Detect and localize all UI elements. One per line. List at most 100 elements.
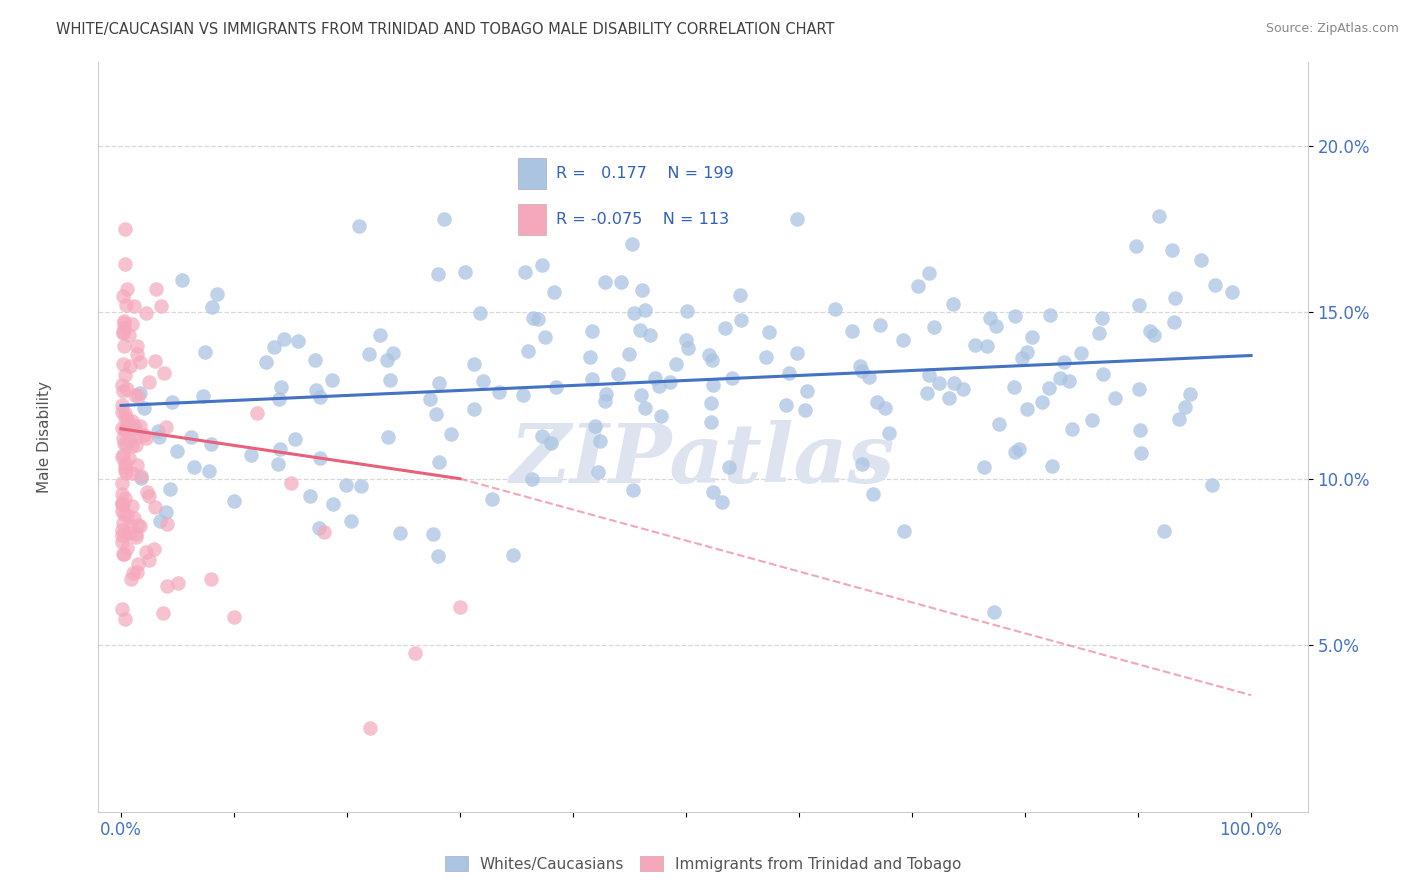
Point — [145, 282, 167, 296]
Point — [280, 476, 302, 491]
Point — [644, 371, 666, 385]
Point — [388, 525, 411, 540]
Point — [938, 391, 960, 405]
Point — [350, 478, 373, 492]
Point — [1204, 278, 1226, 293]
Point — [1015, 401, 1038, 416]
Point — [114, 411, 136, 425]
Point — [111, 431, 134, 445]
Point — [377, 430, 399, 444]
Point — [581, 371, 603, 385]
Point — [124, 388, 146, 402]
Point — [1008, 442, 1031, 457]
Point — [952, 382, 974, 396]
Point — [907, 278, 929, 293]
Point — [148, 430, 170, 444]
Point — [640, 328, 662, 343]
Point — [114, 491, 136, 506]
Point — [127, 558, 149, 572]
Point — [124, 430, 146, 444]
Point — [111, 601, 134, 615]
Point — [114, 456, 136, 470]
Point — [1143, 327, 1166, 342]
Point — [111, 421, 134, 435]
Point — [634, 303, 657, 318]
Point — [111, 487, 134, 501]
Point — [201, 300, 224, 314]
Point — [796, 384, 818, 399]
Point — [427, 267, 450, 281]
Point — [112, 321, 135, 335]
Point — [984, 318, 1007, 333]
Point — [606, 367, 628, 381]
Text: Source: ZipAtlas.com: Source: ZipAtlas.com — [1265, 22, 1399, 36]
Point — [1060, 422, 1083, 436]
Point — [200, 437, 222, 451]
Point — [849, 359, 872, 374]
Text: WHITE/CAUCASIAN VS IMMIGRANTS FROM TRINIDAD AND TOBAGO MALE DISABILITY CORRELATI: WHITE/CAUCASIAN VS IMMIGRANTS FROM TRINI… — [56, 22, 835, 37]
Point — [1161, 243, 1184, 257]
Point — [308, 390, 330, 404]
Point — [357, 347, 380, 361]
Point — [138, 553, 160, 567]
Point — [115, 282, 138, 296]
Point — [125, 438, 148, 452]
Point — [778, 366, 800, 380]
Point — [520, 472, 543, 486]
Point — [976, 338, 998, 352]
Point — [112, 339, 135, 353]
Point — [127, 347, 149, 361]
Point — [112, 547, 135, 561]
Point — [915, 386, 938, 401]
Point — [583, 419, 606, 434]
Point — [422, 527, 444, 541]
Point — [110, 535, 132, 549]
Point — [472, 374, 495, 388]
Point — [155, 505, 177, 519]
Point — [1167, 411, 1189, 425]
Point — [370, 327, 392, 342]
Point — [143, 541, 166, 556]
Point — [676, 341, 699, 355]
Point — [419, 392, 441, 406]
Point — [593, 393, 616, 408]
Point — [115, 382, 138, 396]
Point — [121, 439, 143, 453]
Point — [526, 312, 548, 326]
Point — [120, 572, 142, 586]
Point — [112, 448, 135, 462]
Point — [730, 312, 752, 326]
Point — [628, 322, 651, 336]
Point — [623, 306, 645, 320]
Point — [824, 302, 846, 317]
Point — [125, 530, 148, 544]
Point — [1080, 413, 1102, 427]
Point — [522, 310, 544, 325]
FancyBboxPatch shape — [517, 204, 547, 235]
Point — [1128, 298, 1150, 312]
Point — [335, 478, 357, 492]
Point — [111, 523, 134, 537]
Point — [124, 419, 146, 434]
Point — [1004, 445, 1026, 459]
Point — [111, 450, 134, 465]
Point — [143, 354, 166, 368]
Point — [1164, 291, 1187, 305]
Text: ZIPatlas: ZIPatlas — [510, 419, 896, 500]
Point — [112, 528, 135, 542]
Point — [114, 422, 136, 436]
Point — [758, 325, 780, 339]
Point — [156, 579, 179, 593]
Point — [115, 466, 138, 480]
Point — [891, 334, 914, 348]
Point — [309, 451, 332, 466]
Point — [1163, 315, 1185, 329]
Point — [617, 347, 640, 361]
Point — [287, 334, 309, 348]
Point — [121, 500, 143, 514]
Point — [858, 370, 880, 384]
Point — [122, 566, 145, 580]
Point — [121, 414, 143, 428]
Point — [620, 236, 643, 251]
Point — [862, 487, 884, 501]
